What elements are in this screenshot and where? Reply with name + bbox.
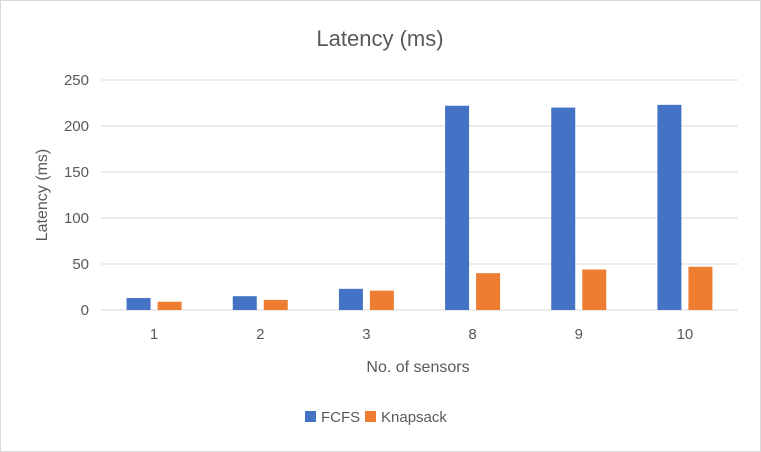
legend: FCFS Knapsack xyxy=(305,409,447,426)
legend-label-fcfs: FCFS xyxy=(321,409,360,426)
legend-swatch-knapsack xyxy=(365,411,376,422)
x-tick-label: 1 xyxy=(150,326,158,343)
y-tick-label: 50 xyxy=(72,256,89,273)
x-tick-labels: 1 2 3 8 9 10 xyxy=(150,326,693,343)
bar-fcfs-1 xyxy=(126,298,151,310)
y-tick-label: 150 xyxy=(64,164,89,181)
bar-fcfs-9 xyxy=(551,107,576,310)
bar-knapsack-3 xyxy=(369,290,394,310)
y-tick-label: 100 xyxy=(64,210,89,227)
x-tick-label: 8 xyxy=(468,326,476,343)
y-tick-labels: 0 50 100 150 200 250 xyxy=(64,72,89,319)
bar-knapsack-8 xyxy=(476,273,501,310)
bar-fcfs-10 xyxy=(657,104,682,310)
y-tick-label: 250 xyxy=(64,72,89,89)
x-tick-label: 3 xyxy=(362,326,370,343)
bar-knapsack-9 xyxy=(582,269,607,310)
bar-knapsack-1 xyxy=(157,301,182,310)
bar-fcfs-3 xyxy=(338,288,363,310)
chart-title: Latency (ms) xyxy=(316,26,443,51)
x-tick-label: 9 xyxy=(575,326,583,343)
bar-knapsack-10 xyxy=(688,266,713,310)
gridlines xyxy=(101,79,738,311)
y-tick-label: 0 xyxy=(81,302,89,319)
legend-swatch-fcfs xyxy=(305,411,316,422)
x-tick-label: 2 xyxy=(256,326,264,343)
y-tick-label: 200 xyxy=(64,118,89,135)
x-axis-label: No. of sensors xyxy=(366,359,469,376)
bar-fcfs-8 xyxy=(445,105,470,310)
bar-knapsack-2 xyxy=(263,299,288,310)
legend-label-knapsack: Knapsack xyxy=(381,409,447,426)
y-axis-label: Latency (ms) xyxy=(34,149,51,241)
x-tick-label: 10 xyxy=(677,326,694,343)
bars xyxy=(126,104,713,310)
bar-fcfs-2 xyxy=(232,296,257,310)
